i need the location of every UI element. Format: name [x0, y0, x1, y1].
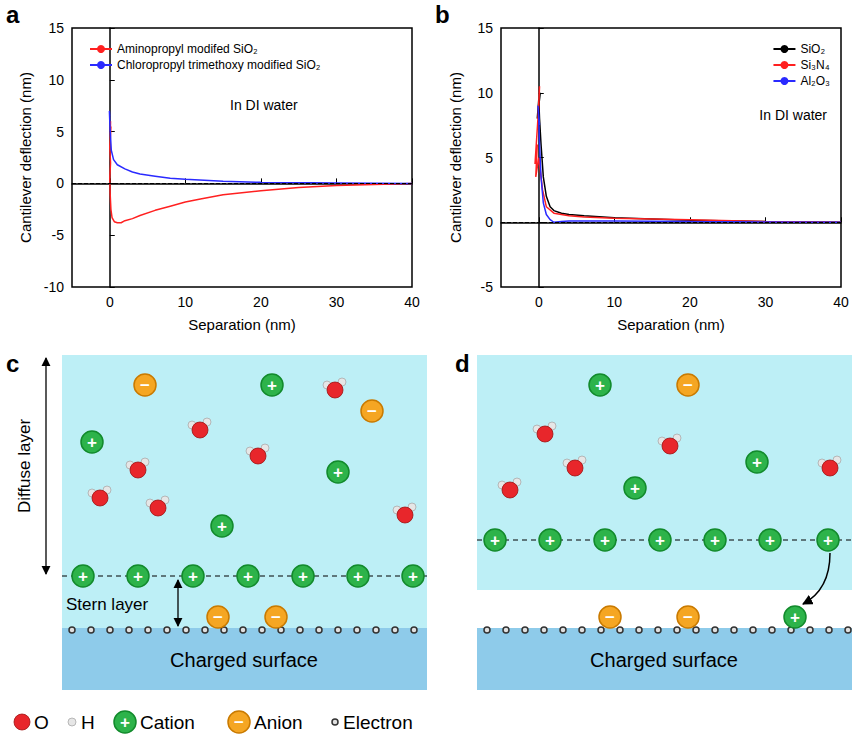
- svg-text:O: O: [34, 712, 49, 733]
- svg-text:10: 10: [48, 72, 64, 88]
- svg-text:+: +: [243, 567, 253, 586]
- svg-text:+: +: [765, 531, 775, 550]
- svg-text:−: −: [683, 608, 693, 627]
- svg-text:+: +: [545, 531, 555, 550]
- svg-text:Aminopropyl modifed SiO₂: Aminopropyl modifed SiO₂: [117, 42, 258, 56]
- svg-text:−: −: [140, 376, 150, 395]
- svg-text:+: +: [823, 531, 833, 550]
- svg-text:+: +: [298, 567, 308, 586]
- svg-text:+: +: [790, 608, 800, 627]
- svg-text:−: −: [234, 713, 244, 732]
- svg-text:+: +: [133, 567, 143, 586]
- svg-text:Charged surface: Charged surface: [170, 649, 318, 671]
- svg-text:H: H: [81, 712, 95, 733]
- svg-text:Separation (nm): Separation (nm): [188, 316, 296, 333]
- svg-text:a: a: [6, 1, 20, 28]
- svg-text:−: −: [367, 402, 377, 421]
- svg-text:Chloropropyl trimethoxy modifi: Chloropropyl trimethoxy modified SiO₂: [117, 58, 321, 72]
- svg-text:30: 30: [758, 294, 774, 310]
- svg-text:Al₂O₃: Al₂O₃: [800, 74, 830, 88]
- svg-text:−: −: [605, 608, 615, 627]
- svg-text:+: +: [188, 567, 198, 586]
- svg-text:SiO₂: SiO₂: [800, 42, 825, 56]
- svg-text:+: +: [710, 531, 720, 550]
- svg-text:+: +: [490, 531, 500, 550]
- svg-text:5: 5: [56, 124, 64, 140]
- svg-text:+: +: [752, 453, 762, 472]
- svg-text:-5: -5: [52, 227, 65, 243]
- svg-text:5: 5: [485, 150, 493, 166]
- svg-text:Anion: Anion: [254, 712, 303, 733]
- svg-text:+: +: [408, 567, 418, 586]
- svg-text:15: 15: [48, 20, 64, 36]
- svg-text:Cation: Cation: [140, 712, 195, 733]
- svg-text:Cantilever deflection (nm): Cantilever deflection (nm): [17, 72, 34, 243]
- svg-text:Separation (nm): Separation (nm): [617, 316, 725, 333]
- svg-text:d: d: [455, 350, 470, 377]
- svg-text:Stern layer: Stern layer: [66, 595, 149, 614]
- svg-text:10: 10: [607, 294, 623, 310]
- svg-text:0: 0: [56, 175, 64, 191]
- svg-text:−: −: [213, 608, 223, 627]
- svg-text:20: 20: [682, 294, 698, 310]
- svg-text:+: +: [87, 433, 97, 452]
- svg-text:+: +: [120, 713, 130, 732]
- svg-text:Diffuse layer: Diffuse layer: [15, 419, 34, 514]
- svg-text:10: 10: [178, 294, 194, 310]
- svg-text:+: +: [600, 531, 610, 550]
- svg-text:In DI water: In DI water: [230, 97, 298, 113]
- svg-text:-10: -10: [44, 279, 64, 295]
- svg-text:+: +: [655, 531, 665, 550]
- svg-text:Cantilever deflection (nm): Cantilever deflection (nm): [447, 72, 464, 243]
- svg-text:Si₃N₄: Si₃N₄: [800, 58, 829, 72]
- svg-text:+: +: [630, 479, 640, 498]
- svg-text:+: +: [267, 376, 277, 395]
- svg-text:+: +: [333, 463, 343, 482]
- svg-text:Charged surface: Charged surface: [590, 649, 738, 671]
- svg-text:40: 40: [833, 294, 849, 310]
- svg-text:30: 30: [329, 294, 345, 310]
- svg-text:+: +: [595, 376, 605, 395]
- svg-text:Electron: Electron: [343, 712, 413, 733]
- svg-text:20: 20: [253, 294, 269, 310]
- svg-text:+: +: [217, 517, 227, 536]
- svg-text:b: b: [435, 1, 450, 28]
- svg-text:0: 0: [485, 214, 493, 230]
- svg-text:+: +: [353, 567, 363, 586]
- svg-text:−: −: [271, 608, 281, 627]
- svg-text:10: 10: [477, 85, 493, 101]
- svg-text:c: c: [6, 350, 19, 377]
- svg-text:0: 0: [106, 294, 114, 310]
- svg-text:40: 40: [404, 294, 420, 310]
- svg-text:0: 0: [535, 294, 543, 310]
- svg-text:-5: -5: [481, 279, 494, 295]
- svg-text:15: 15: [477, 20, 493, 36]
- svg-text:−: −: [683, 376, 693, 395]
- svg-text:In DI water: In DI water: [759, 107, 827, 123]
- svg-text:+: +: [78, 567, 88, 586]
